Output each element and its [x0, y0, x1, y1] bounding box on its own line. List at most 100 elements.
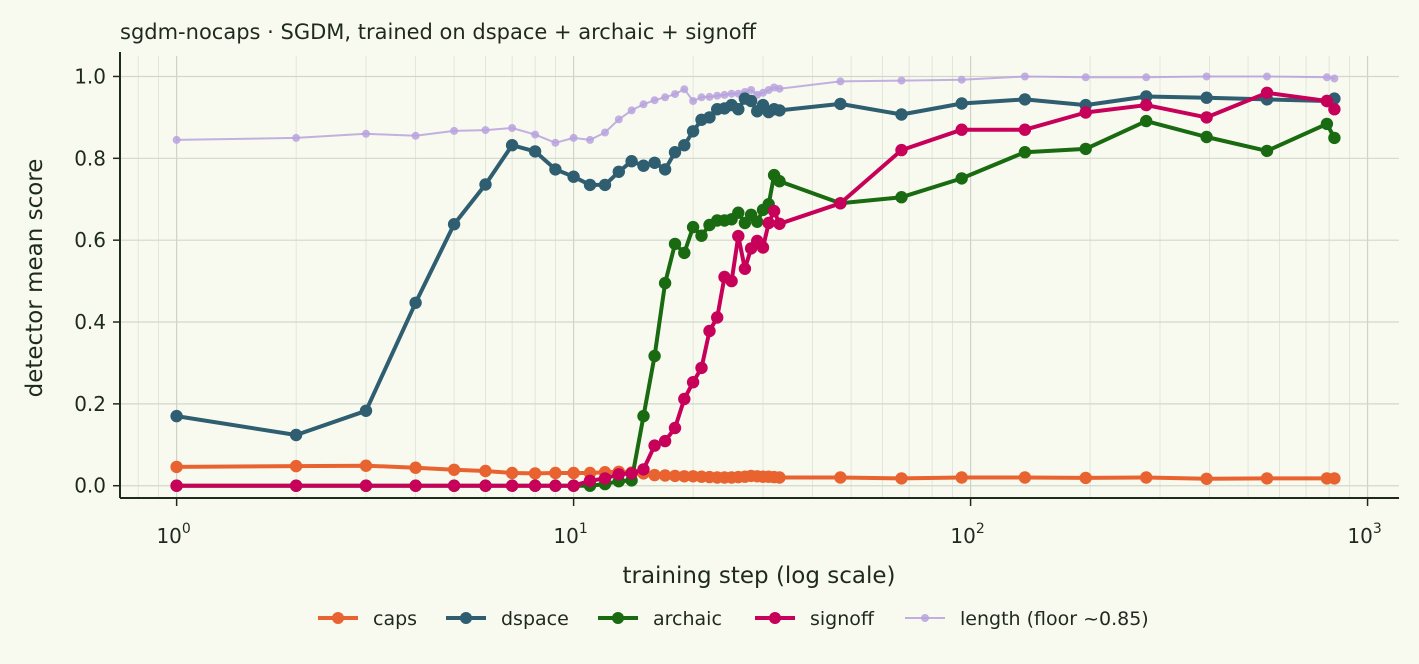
data-point [680, 85, 689, 94]
data-point [583, 474, 597, 487]
data-point [359, 459, 373, 472]
data-point [505, 139, 519, 152]
data-point [834, 97, 847, 111]
data-point [409, 461, 422, 474]
series-caps [170, 459, 1341, 485]
data-point [957, 75, 966, 84]
y-axis-label: detector mean score [22, 159, 48, 398]
data-point [955, 123, 968, 136]
legend-swatch-marker [460, 612, 472, 624]
data-point [725, 274, 738, 288]
data-point [658, 469, 672, 482]
data-point [1260, 144, 1274, 158]
data-point [762, 216, 775, 230]
data-point [658, 434, 672, 448]
x-tick-base: 10 [1347, 524, 1372, 548]
series-length [172, 72, 1339, 147]
data-point [447, 479, 461, 492]
x-tick-base: 10 [950, 524, 975, 548]
data-point [703, 111, 716, 124]
data-point [1140, 114, 1153, 128]
chart-title: sgdm-nocaps · SGDM, trained on dspace + … [120, 20, 757, 44]
data-point [567, 466, 580, 480]
data-point [720, 90, 729, 99]
data-point [695, 229, 708, 242]
data-point [686, 376, 700, 389]
data-point [625, 467, 638, 480]
data-point [1081, 73, 1090, 82]
y-tick-label: 0.8 [74, 146, 106, 170]
data-point [551, 138, 560, 147]
data-point [170, 479, 183, 492]
data-point [1200, 111, 1213, 124]
data-point [1328, 103, 1341, 116]
data-point [362, 129, 370, 138]
data-point [668, 421, 682, 435]
x-tick-exponent: 3 [1373, 521, 1382, 537]
x-tick-base: 10 [553, 524, 578, 548]
data-point [834, 197, 847, 210]
data-point [897, 76, 906, 85]
data-point [1200, 130, 1213, 144]
legend-swatch-marker [612, 612, 624, 624]
y-tick-label: 0.2 [74, 392, 106, 416]
data-point [637, 159, 650, 172]
data-point [1202, 72, 1211, 81]
x-tick-exponent: 1 [579, 521, 588, 537]
data-point [1260, 86, 1274, 100]
data-point [409, 296, 422, 309]
data-point [727, 89, 736, 98]
data-point [686, 220, 700, 234]
y-tick-label: 0.6 [74, 228, 106, 252]
legend-item: caps [318, 608, 417, 630]
series-signoff [170, 86, 1341, 492]
data-point [528, 479, 542, 492]
data-point [668, 237, 682, 251]
data-point [648, 156, 661, 169]
data-point [567, 479, 580, 492]
data-point [773, 217, 786, 230]
data-point [648, 439, 661, 452]
data-point [1079, 106, 1092, 119]
data-point [292, 133, 301, 142]
x-axis-label: training step (log scale) [622, 563, 895, 589]
data-point [1140, 471, 1153, 484]
data-point [583, 178, 597, 192]
x-tick-label: 102 [950, 521, 984, 548]
data-point [955, 471, 968, 484]
data-point [528, 467, 542, 480]
x-tick-exponent: 0 [182, 521, 191, 537]
data-point [1328, 472, 1341, 485]
data-point [775, 84, 784, 93]
data-point [479, 464, 492, 478]
data-point [756, 241, 770, 254]
series-dspace [170, 90, 1341, 442]
legend-item: dspace [446, 608, 569, 630]
data-point [627, 106, 636, 115]
legend-label: signoff [810, 608, 875, 630]
data-point [895, 108, 908, 121]
legend: caps dspace archaic signoff length (floor ~0… [318, 608, 1149, 630]
data-point [703, 324, 716, 338]
data-point [359, 479, 373, 492]
data-point [1079, 142, 1092, 156]
data-point [668, 469, 682, 483]
data-point [1320, 117, 1334, 131]
data-point [289, 459, 303, 473]
data-point [289, 479, 303, 492]
x-tick-label: 101 [553, 521, 587, 548]
data-point [1320, 94, 1334, 108]
data-point [612, 165, 625, 178]
data-point [711, 311, 724, 324]
x-tick-label: 103 [1347, 521, 1381, 548]
series-layer [170, 72, 1341, 492]
data-point [409, 479, 422, 492]
data-point [732, 229, 745, 243]
data-point [650, 96, 659, 105]
data-point [955, 172, 968, 185]
legend-item: signoff [755, 608, 875, 630]
data-point [732, 103, 745, 116]
data-point [411, 131, 420, 140]
